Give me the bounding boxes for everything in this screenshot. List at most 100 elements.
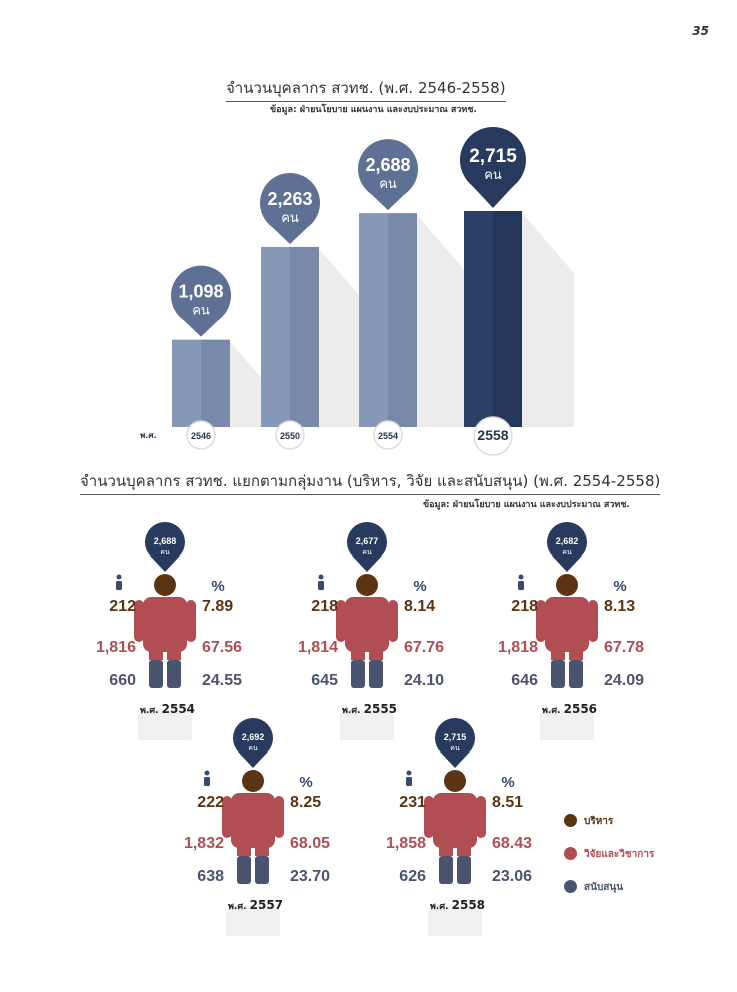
percent-admin: 8.51 bbox=[492, 794, 524, 811]
head-admin bbox=[242, 770, 264, 792]
legend-label-support: สนับสนุน bbox=[584, 882, 624, 893]
percent-research: 67.56 bbox=[202, 639, 243, 656]
year-label: พ.ศ. 2558 bbox=[430, 898, 485, 913]
person-icon-body bbox=[318, 581, 324, 590]
count-support: 638 bbox=[197, 868, 224, 885]
bar-right-half bbox=[388, 213, 417, 427]
year-panel-2558: 2,715 คน% 231 1,858 626 8.51 68.43 23.06 พ.ศ. 25… bbox=[378, 716, 548, 936]
leg-support-left bbox=[551, 660, 565, 688]
person-icon bbox=[406, 770, 412, 776]
right-arm bbox=[476, 796, 486, 838]
year-badge bbox=[373, 420, 403, 450]
percent-icon: % bbox=[613, 578, 626, 595]
count-admin: 218 bbox=[311, 598, 338, 615]
count-admin: 212 bbox=[109, 598, 136, 615]
legend-swatch-admin bbox=[564, 814, 577, 827]
year-prefix: พ.ศ. bbox=[342, 706, 364, 716]
figure-reflection bbox=[540, 710, 594, 740]
value-pin bbox=[358, 139, 418, 200]
year-panel-2555: 2,677 คน% 218 1,814 645 8.14 67.76 24.10 พ.ศ. 25… bbox=[290, 520, 460, 740]
leg-support-right bbox=[569, 660, 583, 688]
percent-admin: 7.89 bbox=[202, 598, 234, 615]
right-arm bbox=[388, 600, 398, 642]
year-panel-2554: 2,688 คน% 212 1,816 660 7.89 67.56 24.55 พ.ศ. 25… bbox=[88, 520, 258, 740]
bar-chart-title: จำนวนบุคลากร สวทช. (พ.ศ. 2546-2558) bbox=[226, 76, 506, 102]
tick-label: 2554 bbox=[378, 431, 398, 441]
leg-upper-right bbox=[255, 844, 269, 856]
bar bbox=[464, 211, 493, 427]
legend-swatch-research bbox=[564, 847, 577, 860]
value-pin bbox=[260, 172, 320, 233]
total-label: 2,677 bbox=[356, 536, 379, 546]
tick-label: 2550 bbox=[280, 431, 300, 441]
year-prefix: พ.ศ. bbox=[140, 706, 162, 716]
person-icon bbox=[318, 574, 324, 580]
bar-shadow bbox=[319, 248, 371, 427]
year-prefix: พ.ศ. bbox=[542, 706, 564, 716]
percent-support: 23.70 bbox=[290, 868, 331, 885]
person-icon-body bbox=[116, 581, 122, 590]
right-arm bbox=[274, 796, 284, 838]
leg-upper-left bbox=[551, 648, 565, 660]
year-panel-2556: 2,682 คน% 218 1,818 646 8.13 67.78 24.09 พ.ศ. 25… bbox=[490, 520, 660, 740]
left-arm bbox=[134, 600, 144, 642]
total-label: 2,688 bbox=[154, 536, 177, 546]
value-label: 2,263 bbox=[267, 189, 312, 209]
leg-support-right bbox=[369, 660, 383, 688]
bar-right-half bbox=[493, 211, 522, 427]
bar bbox=[261, 246, 290, 427]
leg-upper-right bbox=[369, 648, 383, 660]
head-admin bbox=[556, 574, 578, 596]
unit-label: คน bbox=[379, 177, 397, 192]
unit-label: คน bbox=[484, 168, 502, 183]
torso-research bbox=[231, 793, 275, 848]
value-pin bbox=[460, 127, 526, 193]
percent-research: 68.05 bbox=[290, 835, 331, 852]
count-research: 1,816 bbox=[95, 639, 136, 656]
count-research: 1,832 bbox=[183, 835, 224, 852]
count-research: 1,818 bbox=[497, 639, 538, 656]
total-unit: คน bbox=[160, 548, 170, 556]
count-support: 645 bbox=[311, 672, 338, 689]
left-arm bbox=[536, 600, 546, 642]
total-pin bbox=[347, 522, 387, 562]
figure-reflection bbox=[428, 906, 482, 936]
bar-chart-source: ข้อมูล: ฝ่ายนโยบาย แผนงาน และงบประมาณ สว… bbox=[270, 105, 477, 115]
person-figure: 2,682 คน% bbox=[518, 522, 627, 740]
group-chart-title: จำนวนบุคลากร สวทช. แยกตามกลุ่มงาน (บริหา… bbox=[80, 469, 661, 495]
bar bbox=[359, 213, 388, 427]
percent-icon: % bbox=[501, 774, 514, 791]
legend-swatch-support bbox=[564, 880, 577, 893]
count-support: 626 bbox=[399, 868, 426, 885]
torso-research bbox=[143, 597, 187, 652]
legend-label-admin: บริหาร bbox=[584, 816, 614, 827]
year-badge bbox=[275, 420, 305, 450]
person-figure: 2,688 คน% bbox=[116, 522, 225, 740]
person-icon-body bbox=[406, 777, 412, 786]
percent-icon: % bbox=[211, 578, 224, 595]
leg-support-right bbox=[457, 856, 471, 884]
year-badge bbox=[186, 420, 216, 450]
person-icon-body bbox=[204, 777, 210, 786]
count-research: 1,814 bbox=[297, 639, 338, 656]
percent-admin: 8.14 bbox=[404, 598, 436, 615]
leg-support-right bbox=[255, 856, 269, 884]
total-label: 2,682 bbox=[556, 536, 579, 546]
leg-support-left bbox=[149, 660, 163, 688]
left-arm bbox=[222, 796, 232, 838]
leg-support-left bbox=[351, 660, 365, 688]
total-pin bbox=[547, 522, 587, 562]
person-icon-body bbox=[518, 581, 524, 590]
tick-label: 2558 bbox=[477, 427, 508, 443]
leg-upper-right bbox=[457, 844, 471, 856]
percent-icon: % bbox=[413, 578, 426, 595]
leg-upper-right bbox=[167, 648, 181, 660]
total-label: 2,715 bbox=[444, 732, 467, 742]
year-value: 2558 bbox=[451, 898, 486, 912]
count-admin: 222 bbox=[197, 794, 224, 811]
value-label: 2,715 bbox=[469, 146, 517, 167]
year-label: พ.ศ. 2557 bbox=[228, 898, 283, 913]
percent-research: 68.43 bbox=[492, 835, 533, 852]
total-unit: คน bbox=[562, 548, 572, 556]
percent-admin: 8.25 bbox=[290, 794, 322, 811]
